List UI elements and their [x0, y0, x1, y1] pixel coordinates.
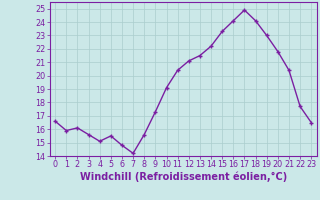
X-axis label: Windchill (Refroidissement éolien,°C): Windchill (Refroidissement éolien,°C): [80, 172, 287, 182]
